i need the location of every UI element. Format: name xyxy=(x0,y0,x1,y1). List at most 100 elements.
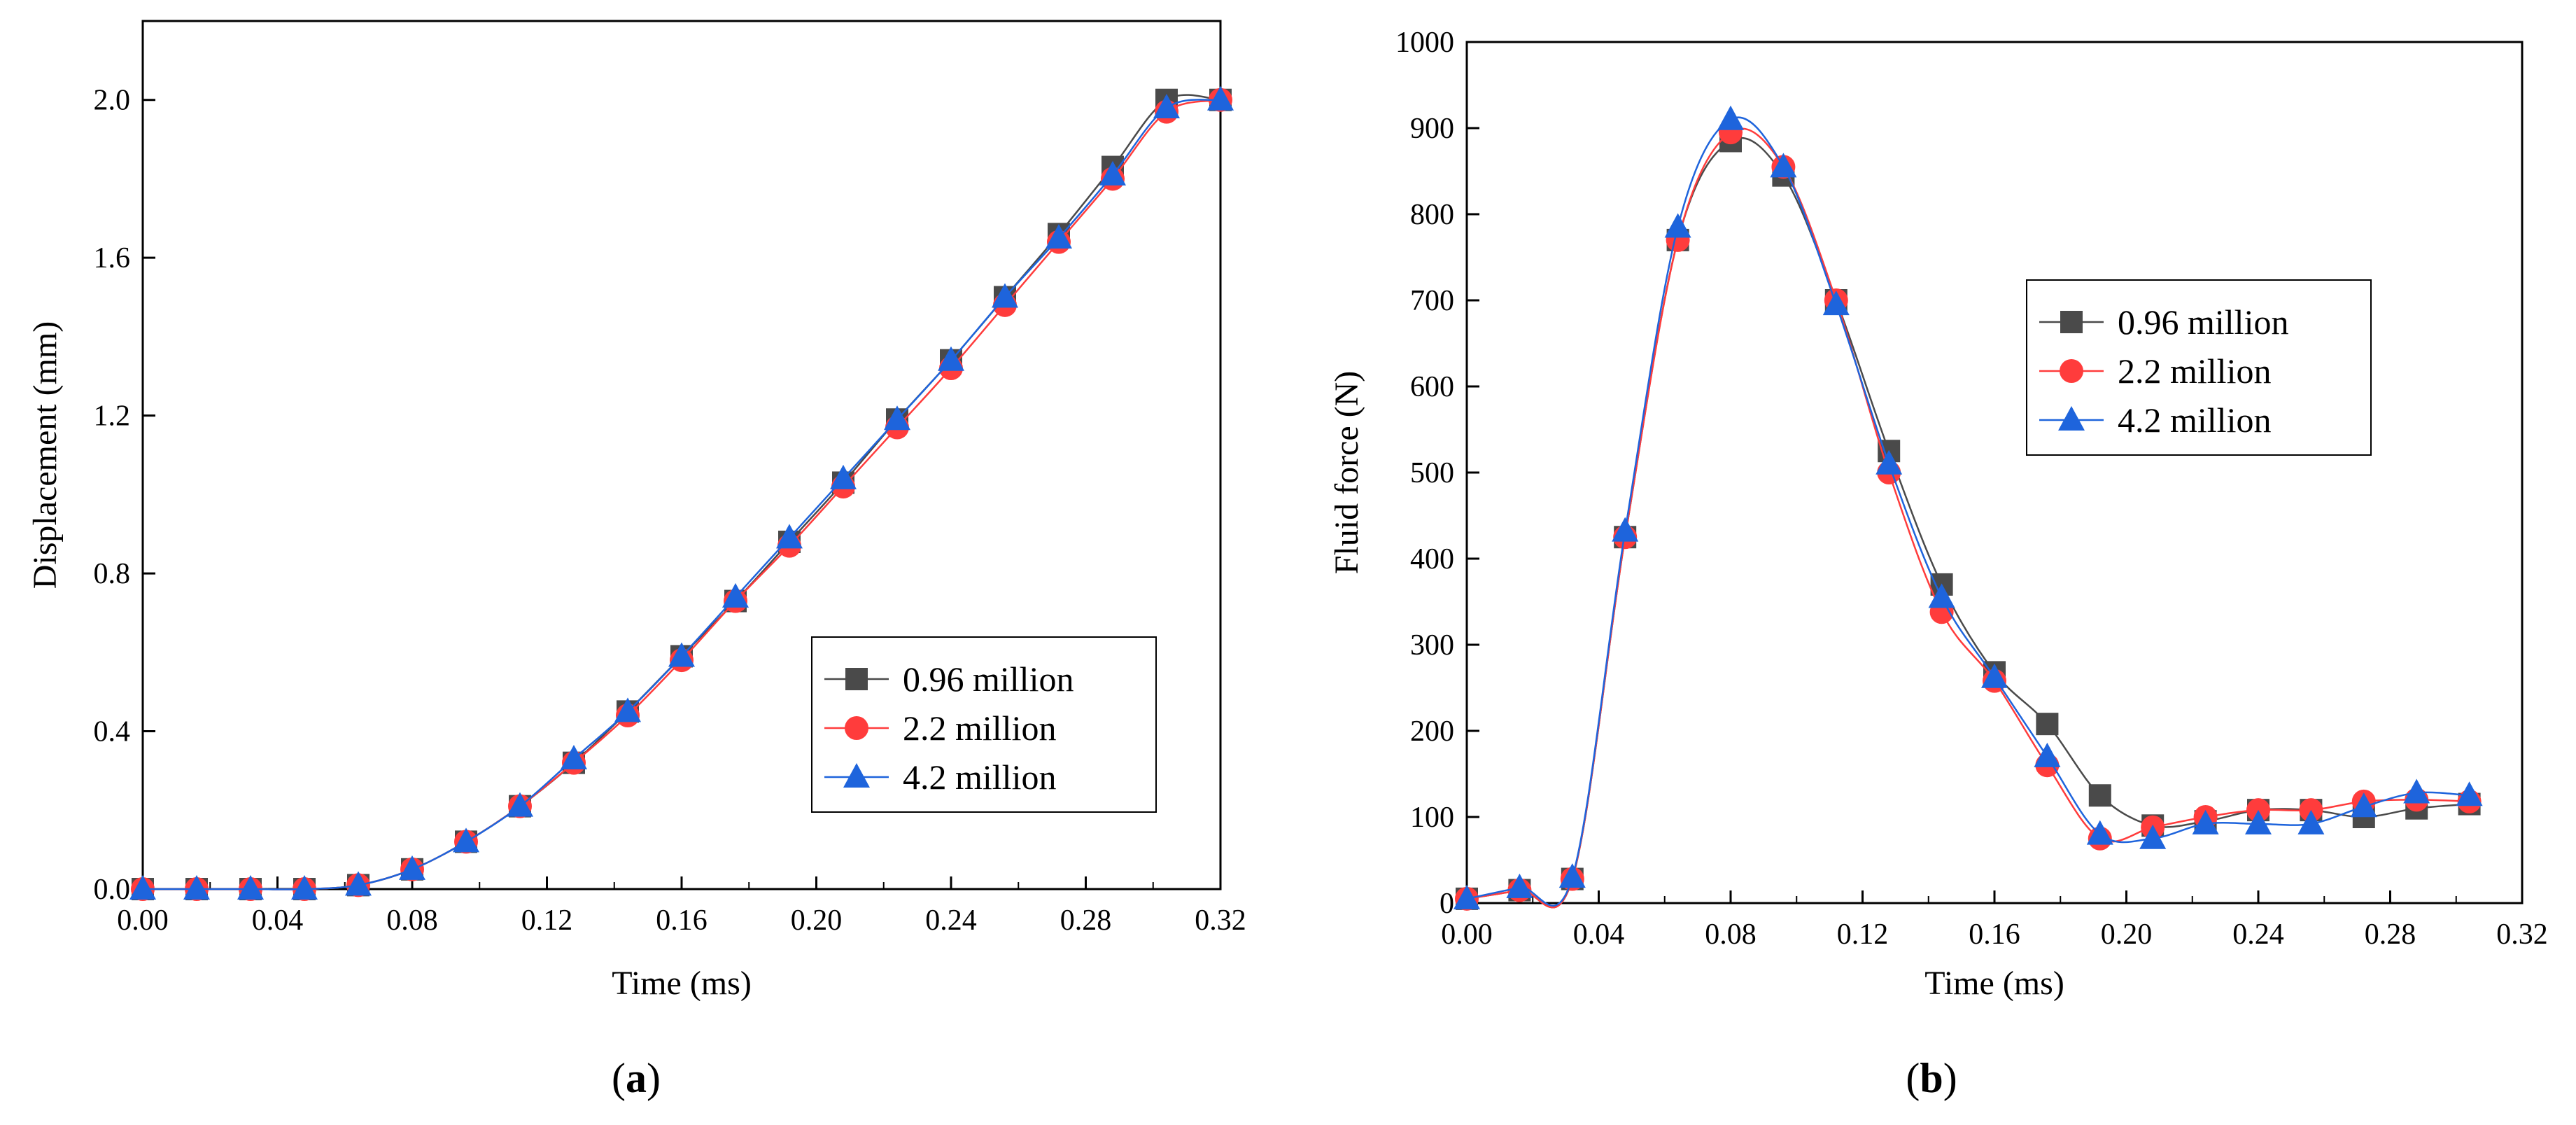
a-legend-marker xyxy=(843,763,870,788)
panel-a-series xyxy=(129,85,1234,901)
panel-b-legend-box xyxy=(2026,279,2372,456)
a-y-tick-label: 2.0 xyxy=(94,85,131,117)
a-series-2 xyxy=(129,85,1234,900)
b-data-point xyxy=(1770,153,1797,178)
b-series-line xyxy=(1466,137,2470,909)
a-data-point xyxy=(129,875,156,900)
a-y-tick-label: 0.4 xyxy=(94,716,131,748)
a-y-tick-label: 0.8 xyxy=(94,558,131,590)
panel-b-y-ticks: 0 100 200 300 400 500 600 700 800 900 1000 xyxy=(1395,27,1479,920)
panel-b-plot-frame xyxy=(1465,41,2524,904)
a-data-point xyxy=(507,792,533,817)
b-y-tick-label: 200 xyxy=(1410,715,1454,748)
a-legend-marker xyxy=(845,716,868,740)
b-y-tick-label: 600 xyxy=(1410,371,1454,403)
b-data-point xyxy=(2456,781,2483,806)
b-series-line xyxy=(1466,116,2470,907)
a-data-point xyxy=(776,524,803,549)
b-data-point xyxy=(1981,663,2008,688)
b-y-tick-label: 500 xyxy=(1410,457,1454,489)
a-data-point xyxy=(1099,160,1126,186)
panel-a-x-axis-title: Time (ms) xyxy=(612,965,752,1002)
a-data-point xyxy=(938,346,964,371)
b-data-point xyxy=(1717,105,1744,130)
b-x-tick-label: 0.16 xyxy=(1969,918,2020,951)
b-legend-label: 4.2 million xyxy=(2118,400,2271,440)
b-data-point xyxy=(2139,824,2167,849)
panel-a-legend: 0.96 million 2.2 million 4.2 million xyxy=(811,636,1157,813)
a-data-point xyxy=(561,745,587,769)
b-legend-marker xyxy=(2060,311,2083,333)
b-data-point xyxy=(1612,517,1639,542)
a-data-point xyxy=(453,827,479,853)
b-data-point xyxy=(1454,884,1480,909)
a-x-tick-label: 0.16 xyxy=(656,904,708,937)
a-data-point xyxy=(399,855,425,880)
a-x-tick-label: 0.12 xyxy=(521,904,573,937)
b-data-point xyxy=(2086,820,2113,845)
a-legend-label: 2.2 million xyxy=(903,708,1056,748)
a-data-point xyxy=(237,875,264,900)
b-x-tick-label: 0.04 xyxy=(1573,918,1625,951)
a-y-tick-label: 1.2 xyxy=(94,400,131,433)
b-y-tick-label: 100 xyxy=(1410,802,1454,834)
panel-a-y-axis-title: Displacement (mm) xyxy=(27,321,64,589)
panel-a-y-ticks: 0.0 0.4 0.8 1.2 1.6 2.0 xyxy=(94,85,155,906)
b-x-tick-label: 0.08 xyxy=(1705,918,1757,951)
b-y-tick-label: 700 xyxy=(1410,285,1454,317)
b-data-point xyxy=(1928,583,1955,608)
a-data-point xyxy=(183,875,210,900)
a-x-tick-label: 0.20 xyxy=(791,904,843,937)
a-data-point xyxy=(992,283,1018,308)
b-data-point xyxy=(2245,809,2272,834)
b-data-point xyxy=(2192,809,2219,834)
b-data-point xyxy=(1822,291,1850,316)
b-y-tick-label: 0 xyxy=(1440,888,1454,920)
b-series-1 xyxy=(1455,120,2482,911)
b-series-line xyxy=(1466,127,2470,909)
a-x-tick-label: 0.00 xyxy=(117,904,169,937)
b-data-point xyxy=(2350,792,2377,818)
b-data-point xyxy=(1875,449,1903,475)
panel-a-displacement-chart: Time (ms) Displacement (mm) 0.00 0.04 0.08… xyxy=(27,20,1246,1101)
panel-b-fluid-force-chart: Time (ms) Fluid force (N) 0.00 0.04 0.08 0.… xyxy=(1328,27,2548,1101)
b-x-tick-label: 0.28 xyxy=(2365,918,2416,951)
b-x-tick-label: 0.12 xyxy=(1837,918,1889,951)
a-x-tick-label: 0.08 xyxy=(386,904,438,937)
a-data-point xyxy=(884,405,910,431)
b-x-tick-label: 0.24 xyxy=(2232,918,2284,951)
a-legend-label: 4.2 million xyxy=(903,757,1056,797)
a-x-tick-label: 0.24 xyxy=(925,904,977,937)
b-y-tick-label: 900 xyxy=(1410,113,1454,145)
panel-b-label: (b) xyxy=(1906,1055,1957,1101)
panel-b-legend: 0.96 million 2.2 million 4.2 million xyxy=(2026,279,2372,456)
b-data-point xyxy=(2036,713,2059,736)
b-legend-marker xyxy=(2060,359,2083,383)
a-data-point xyxy=(722,582,749,608)
a-data-point xyxy=(668,642,695,667)
a-data-point xyxy=(345,871,372,896)
a-data-point xyxy=(1153,94,1180,118)
a-y-tick-label: 0.0 xyxy=(94,874,131,906)
panel-b-x-ticks: 0.00 0.04 0.08 0.12 0.16 0.20 0.24 0.28 0.32 xyxy=(1441,890,2548,951)
b-series-2 xyxy=(1454,105,2483,909)
a-data-point xyxy=(1207,85,1234,111)
b-legend-label: 2.2 million xyxy=(2118,351,2271,391)
a-y-tick-label: 1.6 xyxy=(94,242,131,274)
a-data-point xyxy=(830,464,857,489)
b-data-point xyxy=(1664,213,1691,238)
panel-a-label: (a) xyxy=(612,1055,661,1101)
b-legend-marker xyxy=(2058,406,2085,431)
a-x-tick-label: 0.04 xyxy=(252,904,304,937)
b-series-0 xyxy=(1456,130,2481,910)
b-y-tick-label: 300 xyxy=(1410,629,1454,662)
a-data-point xyxy=(291,875,318,900)
a-legend-label: 0.96 million xyxy=(903,659,1074,699)
b-legend-label: 0.96 million xyxy=(2118,302,2288,342)
panel-b-series xyxy=(1454,105,2483,911)
a-data-point xyxy=(1046,224,1072,249)
a-data-point xyxy=(614,697,641,722)
b-data-point xyxy=(1558,863,1586,888)
b-data-point xyxy=(2088,784,2111,807)
